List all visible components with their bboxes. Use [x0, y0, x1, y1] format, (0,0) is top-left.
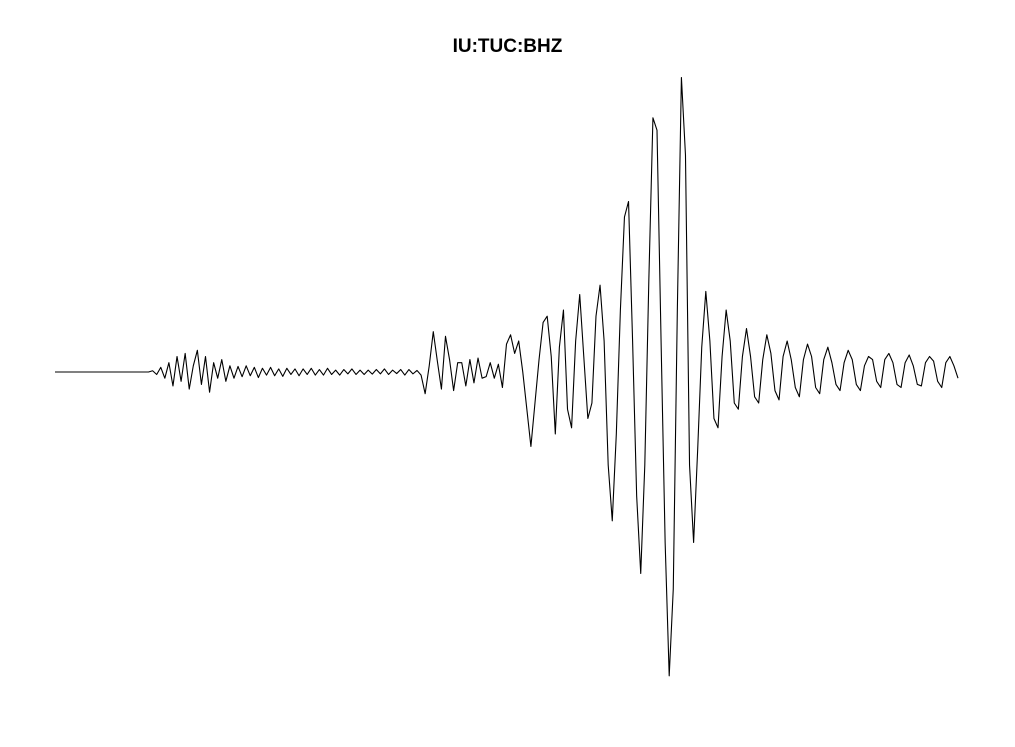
chart-title: IU:TUC:BHZ — [452, 36, 563, 57]
waveform-trace-0 — [55, 76, 959, 677]
